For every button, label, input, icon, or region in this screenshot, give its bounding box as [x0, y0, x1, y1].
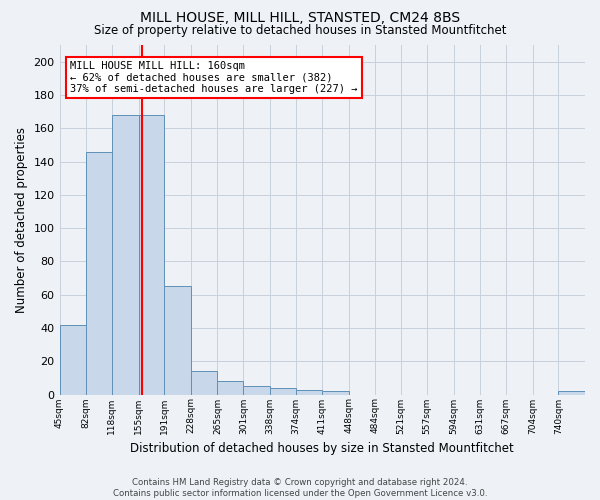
Bar	[322, 391, 349, 394]
Bar	[112, 115, 139, 394]
Bar	[270, 388, 296, 394]
Text: MILL HOUSE, MILL HILL, STANSTED, CM24 8BS: MILL HOUSE, MILL HILL, STANSTED, CM24 8B…	[140, 11, 460, 25]
Y-axis label: Number of detached properties: Number of detached properties	[15, 127, 28, 313]
Bar	[86, 152, 112, 394]
Bar	[244, 386, 270, 394]
Bar	[139, 115, 164, 394]
Text: Contains HM Land Registry data © Crown copyright and database right 2024.
Contai: Contains HM Land Registry data © Crown c…	[113, 478, 487, 498]
Bar	[164, 286, 191, 395]
Text: MILL HOUSE MILL HILL: 160sqm
← 62% of detached houses are smaller (382)
37% of s: MILL HOUSE MILL HILL: 160sqm ← 62% of de…	[70, 60, 358, 94]
Bar	[59, 324, 86, 394]
Bar	[191, 371, 217, 394]
Bar	[559, 391, 585, 394]
X-axis label: Distribution of detached houses by size in Stansted Mountfitchet: Distribution of detached houses by size …	[130, 442, 514, 455]
Text: Size of property relative to detached houses in Stansted Mountfitchet: Size of property relative to detached ho…	[94, 24, 506, 37]
Bar	[217, 381, 244, 394]
Bar	[296, 390, 322, 394]
